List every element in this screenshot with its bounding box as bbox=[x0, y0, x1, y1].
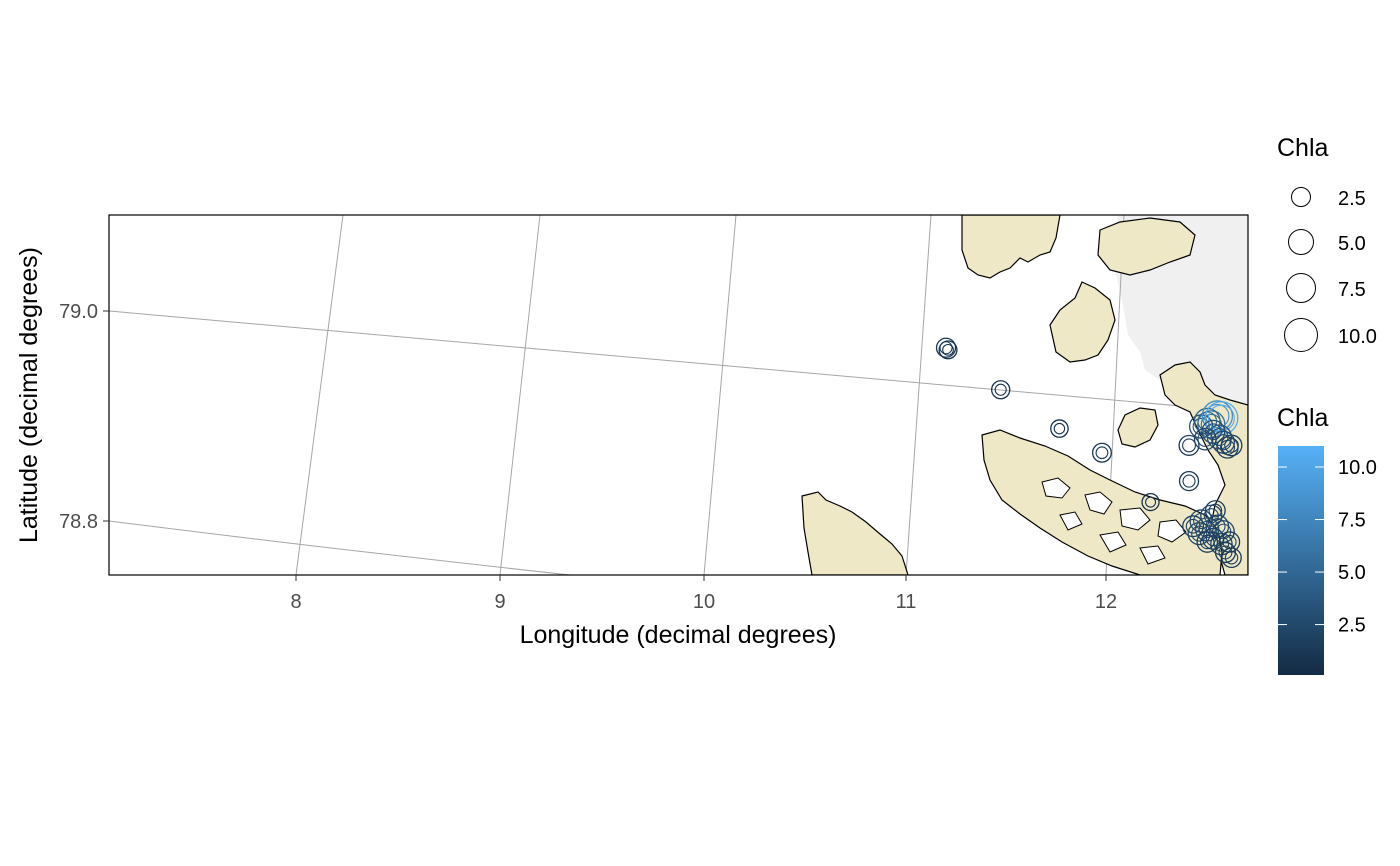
sample-point-0 bbox=[935, 337, 957, 358]
sample-point-3 bbox=[1050, 419, 1069, 438]
southern-inland-water bbox=[1041, 477, 1187, 565]
sample-point-6 bbox=[1178, 434, 1200, 456]
size-legend-key-5-0 bbox=[1288, 229, 1314, 255]
sample-point-7 bbox=[1178, 470, 1200, 492]
sample-point-inner-30 bbox=[1224, 551, 1239, 565]
sample-point-inner-4 bbox=[1095, 446, 1109, 460]
sample-point-5 bbox=[1141, 492, 1160, 512]
graticule-lon-10 bbox=[703, 215, 737, 575]
size-legend-key-7-5 bbox=[1286, 273, 1316, 303]
sample-point-inner-7 bbox=[1182, 474, 1196, 488]
map-panel bbox=[109, 215, 1248, 575]
x-tick-label: 11 bbox=[896, 591, 917, 613]
graticule-lon-8 bbox=[295, 215, 344, 575]
color-legend-bar bbox=[1278, 446, 1324, 675]
size-legend-key-10-0 bbox=[1284, 318, 1318, 352]
x-tick-label: 10 bbox=[693, 591, 715, 613]
sample-point-inner-31 bbox=[1191, 525, 1208, 542]
color-legend-label: 5.0 bbox=[1338, 562, 1366, 584]
graticule-lon-11 bbox=[905, 215, 932, 575]
x-tick-label: 8 bbox=[290, 591, 301, 613]
sample-point-inner-19 bbox=[1208, 503, 1223, 518]
size-legend-label: 2.5 bbox=[1338, 188, 1366, 210]
size-legend-label: 7.5 bbox=[1338, 279, 1366, 301]
land-central-peninsula bbox=[1049, 281, 1116, 363]
sample-point-inner-2 bbox=[994, 383, 1007, 396]
sample-point-inner-17 bbox=[1224, 438, 1239, 453]
sample-point-31 bbox=[1187, 521, 1211, 546]
y-axis: 79.0 78.8 Latitude (decimal degrees) bbox=[15, 247, 109, 543]
sample-point-4 bbox=[1091, 442, 1112, 463]
color-legend-label: 7.5 bbox=[1338, 510, 1366, 532]
sample-point-1 bbox=[938, 340, 958, 360]
sample-point-inner-1 bbox=[942, 343, 954, 356]
panel-border bbox=[108, 214, 1249, 576]
sample-point-32 bbox=[1196, 531, 1219, 553]
sample-point-inner-32 bbox=[1200, 534, 1215, 550]
sample-point-inner-18 bbox=[1197, 431, 1214, 447]
y-axis-title: Latitude (decimal degrees) bbox=[15, 247, 43, 543]
sample-point-11 bbox=[1201, 400, 1234, 432]
sample-points bbox=[935, 337, 1243, 569]
sample-point-27 bbox=[1210, 532, 1233, 556]
color-legend-title: Chla bbox=[1277, 404, 1329, 432]
sample-point-inner-3 bbox=[1053, 422, 1066, 435]
color-legend-ticks: 2.5 5.0 7.5 10.0 bbox=[1278, 457, 1377, 637]
x-tick-label: 12 bbox=[1095, 591, 1117, 613]
sample-point-17 bbox=[1220, 434, 1243, 457]
size-legend-label: 5.0 bbox=[1338, 233, 1366, 255]
size-legend: Chla 2.5 5.0 7.5 10.0 bbox=[1277, 134, 1377, 352]
x-tick-label: 9 bbox=[494, 591, 505, 613]
sample-point-22 bbox=[1182, 515, 1205, 538]
graticule-lat-78-8 bbox=[109, 520, 571, 575]
size-legend-label: 10.0 bbox=[1338, 326, 1377, 348]
color-legend-label: 2.5 bbox=[1338, 615, 1366, 637]
size-legend-key-2-5 bbox=[1291, 187, 1311, 207]
color-legend: Chla 2.5 5.0 7.5 10.0 bbox=[1277, 404, 1377, 675]
land-island-middle bbox=[1117, 407, 1159, 448]
sample-point-inner-6 bbox=[1182, 438, 1196, 453]
sample-point-inner-8 bbox=[1192, 417, 1210, 436]
land-brandal-peninsula bbox=[801, 491, 909, 575]
sample-point-12 bbox=[1204, 401, 1239, 436]
y-tick-label: 79.0 bbox=[59, 301, 98, 323]
land-north-coast bbox=[961, 215, 1061, 279]
graticule-lon-9 bbox=[499, 215, 541, 575]
y-tick-label: 78.8 bbox=[59, 511, 98, 533]
land-northeast bbox=[1097, 217, 1196, 276]
sample-point-18 bbox=[1193, 427, 1217, 451]
x-axis-title: Longitude (decimal degrees) bbox=[520, 621, 837, 649]
sample-point-30 bbox=[1221, 547, 1242, 569]
x-axis: 8 9 10 11 12 Longitude (decimal degrees) bbox=[290, 575, 1117, 649]
color-legend-label: 10.0 bbox=[1338, 457, 1377, 479]
sample-point-inner-5 bbox=[1145, 496, 1157, 508]
size-legend-title: Chla bbox=[1277, 134, 1329, 162]
sample-point-2 bbox=[991, 380, 1011, 400]
